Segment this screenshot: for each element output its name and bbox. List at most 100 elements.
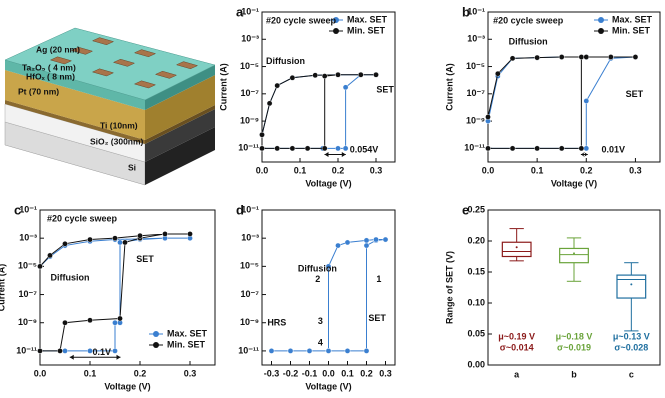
data-point <box>289 74 296 81</box>
ti-front <box>5 100 145 144</box>
layer-label: Si <box>128 162 136 172</box>
data-point <box>578 145 585 152</box>
ti-side <box>145 105 215 144</box>
x-tick-label: 0.3 <box>379 368 392 378</box>
data-point <box>335 71 341 78</box>
plot-frame <box>261 11 396 163</box>
x-tick-label: a <box>514 369 520 379</box>
x-tick-label: 0.0 <box>482 165 495 175</box>
oxide-front <box>5 60 145 110</box>
data-point <box>534 145 540 152</box>
y-tick-label: 10⁻⁷ <box>467 88 486 98</box>
series-line <box>271 239 386 352</box>
data-point <box>495 70 501 77</box>
box <box>559 247 589 264</box>
data-point <box>122 239 128 246</box>
layer-label: Ag (20 nm) <box>36 44 80 54</box>
x-tick-label: c <box>629 369 634 379</box>
annotation: #20 cycle sweep <box>266 15 337 25</box>
x-axis-label: Voltage (V) <box>104 381 150 391</box>
data-point <box>87 236 93 243</box>
data-point <box>259 145 265 152</box>
data-point <box>37 348 43 354</box>
y-tick-label: 10⁻³ <box>241 233 259 243</box>
x-tick-label: 0.1 <box>84 368 97 378</box>
data-point <box>382 236 389 243</box>
data-point <box>325 348 332 354</box>
data-point <box>357 71 364 78</box>
mean <box>573 252 575 255</box>
y-tick-label: 10⁻³ <box>241 34 259 44</box>
oxide-side <box>145 65 215 110</box>
arrow-head <box>580 152 588 157</box>
x-tick-label: 0.1 <box>294 165 307 175</box>
y-tick-label: 10⁻¹¹ <box>16 345 37 355</box>
y-tick-label: 10⁻¹ <box>241 6 259 16</box>
ag-pad <box>70 46 94 55</box>
x-tick-label: 0.0 <box>322 368 335 378</box>
annotation: #20 cycle sweep <box>47 214 118 224</box>
data-point <box>87 348 93 354</box>
data-point <box>321 73 328 79</box>
mean <box>515 246 518 249</box>
data-point <box>274 82 281 89</box>
data-point <box>87 317 93 324</box>
mean <box>630 283 633 286</box>
data-point <box>632 54 639 60</box>
annotation: Diffusion <box>51 273 90 283</box>
ag-pad <box>133 80 157 89</box>
y-tick-label: 10⁻⁹ <box>18 317 37 327</box>
data-point <box>259 131 265 138</box>
x-tick-label: 0.2 <box>332 165 345 175</box>
layer-label: Ta₂O₅ ( 4 nm) <box>22 62 76 72</box>
annotation: #20 cycle sweep <box>493 15 564 25</box>
data-point <box>112 348 118 354</box>
data-point <box>274 145 281 152</box>
legend-label: Max. SET <box>167 328 208 338</box>
data-point <box>363 237 370 244</box>
data-point <box>289 145 296 152</box>
si-side <box>145 127 215 185</box>
annotation: HRS <box>267 318 286 328</box>
y-tick-label: 10⁻⁹ <box>240 115 259 125</box>
y-tick-label: 10⁻¹ <box>467 6 485 16</box>
legend-label: Min. SET <box>347 25 386 35</box>
data-point <box>57 348 63 354</box>
data-point <box>608 54 614 60</box>
y-tick-label: 0.00 <box>467 359 485 369</box>
data-point <box>578 54 585 60</box>
data-point <box>37 263 43 270</box>
annotation: Diffusion <box>266 56 305 66</box>
x-tick-label: 0.1 <box>531 165 544 175</box>
panel-label: b <box>462 4 470 19</box>
y-tick-label: 10⁻¹ <box>241 204 259 214</box>
pt-side <box>145 75 215 140</box>
data-point <box>509 145 516 152</box>
ag-pad <box>154 70 178 79</box>
data-point <box>266 100 273 107</box>
data-point <box>137 232 143 239</box>
legend-marker <box>333 28 339 34</box>
data-point <box>485 145 491 152</box>
layer-label: Pt (70 nm) <box>18 86 59 96</box>
y-tick-label: 10⁻³ <box>19 233 37 243</box>
x-tick-label: 0.2 <box>134 368 147 378</box>
y-axis-label: Current (A) <box>444 63 454 111</box>
y-tick-label: 10⁻³ <box>467 34 485 44</box>
data-point <box>335 145 341 152</box>
panel-label: c <box>14 202 21 217</box>
annotation: 0.1V <box>93 347 112 357</box>
y-tick-label: 10⁻⁹ <box>240 317 259 327</box>
ag-pad <box>133 49 157 58</box>
data-point <box>583 54 590 60</box>
y-tick-label: 10⁻⁵ <box>18 261 37 271</box>
data-point <box>112 235 118 241</box>
stats-label: σ~0.019 <box>557 342 591 352</box>
y-tick-label: 0.10 <box>467 297 485 307</box>
data-point <box>509 55 516 62</box>
y-tick-label: 10⁻¹¹ <box>238 345 259 355</box>
y-tick-label: 10⁻⁷ <box>241 289 260 299</box>
data-point <box>117 315 123 322</box>
top-face <box>4 27 216 101</box>
data-point <box>373 71 379 78</box>
